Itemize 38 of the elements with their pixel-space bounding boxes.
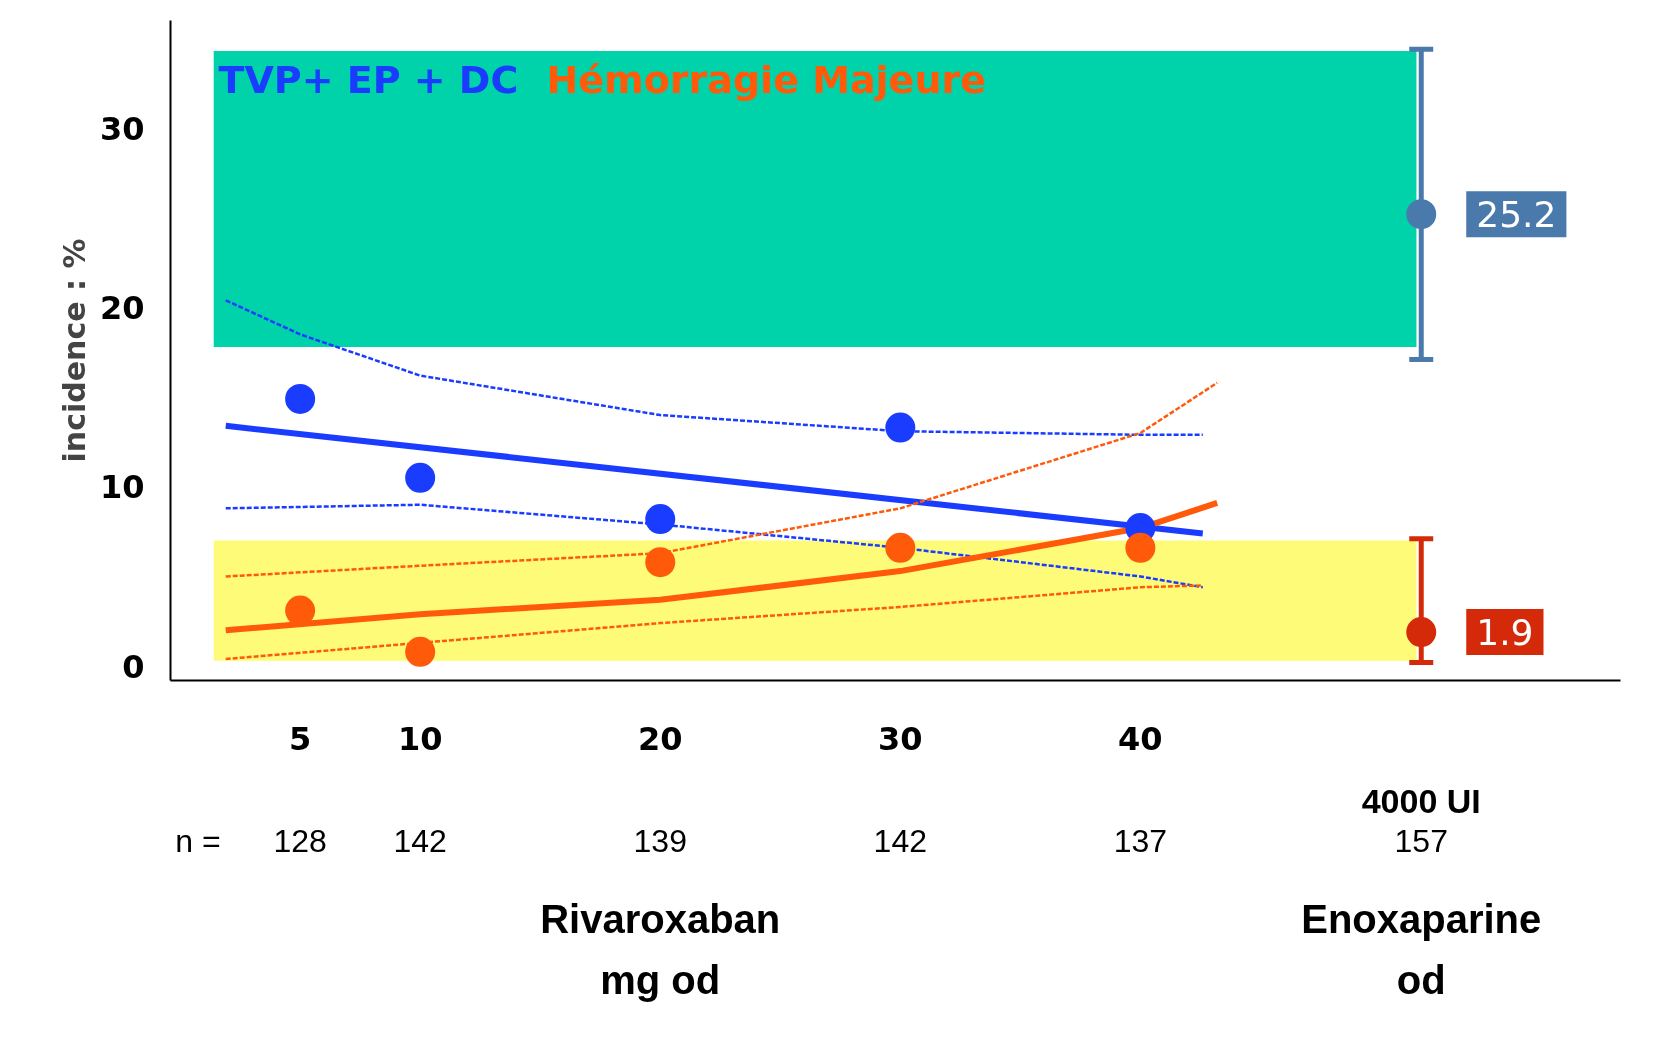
text: od xyxy=(1396,957,1446,1002)
text: TVP+ EP + DC xyxy=(218,57,519,102)
y-tick-label: 10 xyxy=(99,468,145,507)
data-label: 1.9 xyxy=(1476,612,1534,654)
text: n = xyxy=(175,823,221,860)
line-series xyxy=(224,381,1219,578)
text: Enoxaparine xyxy=(1301,897,1542,941)
point xyxy=(885,532,916,563)
point xyxy=(1406,199,1437,230)
text: 137 xyxy=(1113,823,1168,860)
text: 142 xyxy=(393,823,447,860)
text: 139 xyxy=(633,823,687,860)
y-axis-title: incidence : % xyxy=(56,238,92,463)
y-tick-label: 0 xyxy=(122,647,145,686)
y-tick-label: 30 xyxy=(99,109,145,148)
x-tick-label: 5 xyxy=(289,719,312,758)
point xyxy=(645,504,676,535)
text: mg od xyxy=(600,957,721,1002)
point xyxy=(885,412,916,443)
text: 128 xyxy=(273,823,327,860)
x-tick-label: 40 xyxy=(1118,719,1163,758)
point xyxy=(1406,617,1437,648)
point xyxy=(645,547,676,578)
text: 142 xyxy=(873,823,927,860)
point xyxy=(405,636,436,667)
y-tick-label: 20 xyxy=(99,288,145,327)
point xyxy=(1125,532,1156,563)
data-label: 25.2 xyxy=(1476,194,1557,236)
x-tick-label: 30 xyxy=(878,719,923,758)
text: Hémorragie Majeure xyxy=(546,57,986,102)
line-series xyxy=(224,503,1205,589)
text: 4000 UI xyxy=(1361,781,1481,820)
point xyxy=(285,383,316,414)
x-tick-label: 20 xyxy=(637,719,683,758)
x-tick-label: 10 xyxy=(397,719,443,758)
text: 157 xyxy=(1394,823,1448,860)
point xyxy=(405,462,436,493)
text: Rivaroxaban xyxy=(540,897,781,941)
